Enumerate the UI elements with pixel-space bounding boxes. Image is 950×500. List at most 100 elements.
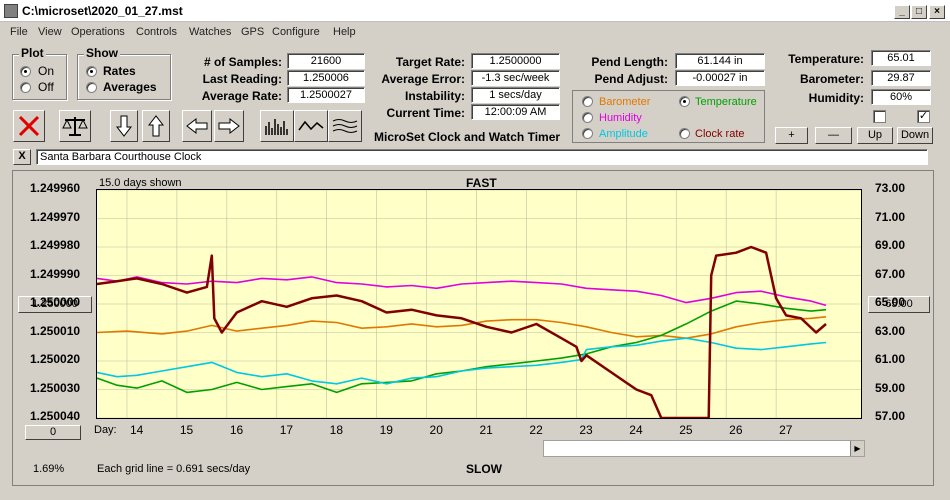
series-line-3: [96, 337, 827, 385]
temperature-radio[interactable]: [679, 96, 690, 107]
plot-off-label: Off: [38, 80, 54, 94]
left-arrow-button[interactable]: [182, 110, 212, 142]
right-tick-label: 61.00: [875, 352, 906, 366]
pend-length-label: Pend Length:: [591, 55, 668, 69]
plot-on-radio[interactable]: [20, 66, 31, 77]
clear-clock-button[interactable]: X: [13, 149, 31, 165]
multi-wave-button[interactable]: [328, 110, 362, 142]
right-tick-label: 57.00: [875, 409, 906, 423]
current-time-field: 12:00:09 AM: [471, 104, 560, 120]
down-arrow-button[interactable]: [110, 110, 138, 142]
show-rates-radio[interactable]: [86, 66, 97, 77]
series-line-4: [96, 245, 827, 420]
wave-button[interactable]: [294, 110, 328, 142]
overlay-options-panel: [572, 90, 765, 143]
right-arrow-button[interactable]: [214, 110, 244, 142]
humidity-option[interactable]: Humidity: [599, 112, 642, 124]
x-tick-label: 23: [579, 423, 593, 437]
menu-configure[interactable]: Configure: [272, 26, 320, 38]
menu-view[interactable]: View: [38, 26, 62, 38]
menu-bar: File View Operations Controls Watches GP…: [0, 22, 950, 42]
average-rate-field: 1.2500027: [287, 87, 365, 103]
amplitude-option[interactable]: Amplitude: [599, 128, 648, 140]
barometer-radio[interactable]: [582, 96, 593, 107]
pend-length-field[interactable]: 61.144 in: [675, 53, 765, 69]
samples-field: 21600: [287, 53, 365, 69]
right-tick-label: 73.00: [875, 181, 906, 195]
left-tick-label: 1.250020: [30, 352, 81, 366]
balance-scale-icon: [62, 117, 88, 136]
instability-field: 1 secs/day: [471, 87, 560, 103]
env-checkbox-2[interactable]: ✓: [917, 110, 930, 123]
plot-off-radio[interactable]: [20, 82, 31, 93]
slow-label: SLOW: [466, 462, 502, 476]
pend-adjust-label: Pend Adjust:: [594, 72, 668, 86]
x-tick-label: 17: [279, 423, 294, 437]
target-rate-field[interactable]: 1.2500000: [471, 53, 560, 69]
barometer-option[interactable]: Barometer: [599, 96, 651, 108]
stop-button[interactable]: [13, 110, 45, 142]
left-axis-button[interactable]: 1.250000: [18, 296, 92, 313]
right-tick-label: 59.00: [875, 380, 906, 395]
temperature-label: Temperature:: [788, 52, 864, 66]
temperature-option[interactable]: Temperature: [695, 96, 757, 108]
x-tick-label: 24: [629, 423, 643, 437]
left-tick-label: 1.249980: [30, 238, 81, 252]
series-line-1: [96, 300, 827, 394]
barometer-field: 29.87: [871, 70, 931, 86]
current-time-label: Current Time:: [386, 106, 465, 120]
env-checkbox-1[interactable]: [873, 110, 886, 123]
decrease-button[interactable]: —: [815, 127, 852, 144]
minimize-button[interactable]: _: [894, 5, 910, 19]
close-window-button[interactable]: ×: [929, 5, 945, 19]
x-tick-label: 14: [129, 423, 144, 437]
right-axis-button[interactable]: 65.00: [868, 296, 930, 313]
right-tick-label: 65.00: [875, 295, 906, 309]
menu-operations[interactable]: Operations: [71, 26, 125, 38]
arrow-left-icon: [186, 118, 208, 134]
series-line-0: [96, 316, 827, 339]
menu-help[interactable]: Help: [333, 26, 356, 38]
up-button[interactable]: Up: [857, 127, 893, 144]
menu-file[interactable]: File: [10, 26, 28, 38]
x-tick-label: 25: [679, 423, 693, 437]
balance-button[interactable]: [59, 110, 91, 142]
clock-name-input[interactable]: Santa Barbara Courthouse Clock: [36, 149, 928, 165]
title-bar: C:\microset\2020_01_27.mst _ □ ×: [0, 0, 950, 22]
show-averages-radio[interactable]: [86, 82, 97, 93]
amplitude-radio[interactable]: [582, 128, 593, 139]
menu-controls[interactable]: Controls: [136, 26, 177, 38]
show-group: [77, 54, 171, 100]
histogram-button[interactable]: [260, 110, 294, 142]
maximize-button[interactable]: □: [911, 5, 927, 19]
histogram-icon: [265, 119, 288, 135]
show-rates-label: Rates: [103, 64, 136, 78]
series-line-2: [96, 276, 827, 307]
x-tick-label: 20: [429, 423, 443, 437]
menu-watches[interactable]: Watches: [189, 26, 232, 38]
grid-note: Each grid line = 0.691 secs/day: [97, 463, 251, 475]
show-group-title: Show: [84, 46, 120, 60]
up-arrow-button[interactable]: [142, 110, 170, 142]
left-tick-label: 1.250030: [30, 380, 81, 395]
clock-rate-option[interactable]: Clock rate: [695, 128, 745, 140]
temperature-field: 65.01: [871, 50, 931, 66]
down-button[interactable]: Down: [897, 127, 933, 144]
horizontal-scrollbar[interactable]: ▶: [543, 440, 865, 457]
last-reading-label: Last Reading:: [202, 72, 282, 86]
last-reading-field: 1.250006: [287, 70, 365, 86]
right-tick-label: 69.00: [875, 238, 906, 252]
right-tick-label: 67.00: [875, 266, 906, 281]
average-error-field: -1.3 sec/week: [471, 70, 560, 86]
red-x-icon: [18, 115, 40, 137]
scroll-thumb[interactable]: [544, 441, 851, 456]
scroll-right-arrow-icon[interactable]: ▶: [850, 441, 864, 456]
increase-button[interactable]: +: [775, 127, 808, 144]
wave-line-icon: [298, 120, 324, 131]
menu-gps[interactable]: GPS: [241, 26, 265, 38]
app-icon: [4, 4, 18, 18]
clock-rate-radio[interactable]: [679, 128, 690, 139]
humidity-field: 60%: [871, 89, 931, 105]
bottom-left-button[interactable]: 0: [25, 425, 81, 440]
humidity-radio[interactable]: [582, 112, 593, 123]
